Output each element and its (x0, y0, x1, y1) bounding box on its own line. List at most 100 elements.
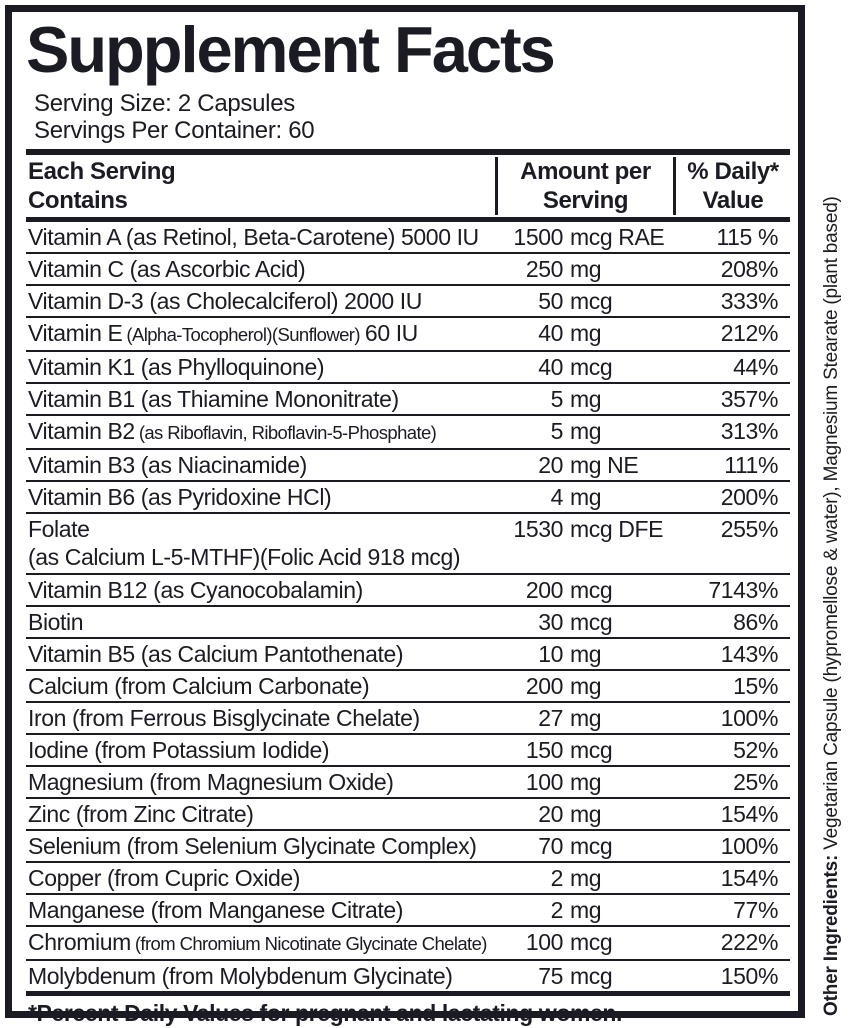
table-row: Manganese (from Manganese Citrate) 2 mg … (26, 893, 790, 925)
ingredient-name-cell: Vitamin D-3 (as Cholecalciferol) 2000 IU (26, 286, 501, 316)
header-col-daily-value: % Daily* Value (673, 157, 790, 215)
ingredient-name-cell: Vitamin B12 (as Cyanocobalamin) (26, 575, 501, 605)
amount-cell: 100 mg (501, 767, 676, 797)
amount-value: 10 (538, 641, 563, 667)
divider-below-header (26, 217, 790, 222)
divider-above-header (26, 149, 790, 155)
label-content: Supplement Facts Serving Size: 2 Capsule… (12, 12, 798, 1028)
ingredient-name-cell: Vitamin E (Alpha-Tocopherol)(Sunflower) 60… (26, 318, 501, 350)
amount-unit: mg (570, 705, 602, 731)
ingredient-name: Vitamin B2 (28, 418, 135, 444)
table-row: Chromium (from Chromium Nicotinate Glycin… (26, 925, 790, 959)
amount-unit: mg (570, 865, 602, 891)
amount-cell: 200 mcg (501, 575, 676, 605)
ingredient-name-cell: Vitamin B3 (as Niacinamide) (26, 450, 501, 480)
amount-unit: mcg DFE (570, 516, 664, 542)
table-row: Vitamin B3 (as Niacinamide) 20 mg NE 111… (26, 448, 790, 480)
ingredient-name-cell: Iodine (from Potassium Iodide) (26, 735, 501, 765)
header-col-amount: Amount per Serving (495, 157, 673, 215)
page-title: Supplement Facts (26, 13, 556, 86)
ingredient-name-cell: Zinc (from Zinc Citrate) (26, 799, 501, 829)
amount-cell: 200 mg (501, 671, 676, 701)
amount-value: 200 (525, 577, 564, 603)
daily-value: 255% (720, 516, 779, 542)
table-row: Vitamin E (Alpha-Tocopherol)(Sunflower) 60… (26, 316, 790, 350)
amount-cell: 5 mg (501, 416, 676, 446)
ingredient-name-line2: (as Calcium L-5-MTHF)(Folic Acid 918 mcg… (28, 544, 461, 570)
table-row: Vitamin B1 (as Thiamine Mononitrate) 5 m… (26, 382, 790, 414)
ingredient-name: Vitamin B5 (as Calcium Pantothenate) (28, 641, 404, 667)
amount-cell: 30 mcg (501, 607, 676, 637)
table-row: Molybdenum (from Molybdenum Glycinate) 7… (26, 959, 790, 991)
amount-unit: mcg (570, 963, 613, 989)
ingredient-note: (Alpha-Tocopherol)(Sunflower) (126, 324, 360, 345)
ingredient-name: Iodine (from Potassium Iodide) (28, 737, 330, 763)
amount-unit: mg (570, 418, 602, 444)
amount-value: 5 (550, 418, 564, 444)
table-row: Magnesium (from Magnesium Oxide) 100 mg … (26, 765, 790, 797)
amount-unit: mcg (570, 288, 613, 314)
daily-value: 100% (720, 833, 779, 859)
divider-above-footnote (26, 991, 790, 996)
amount-value: 20 (538, 801, 563, 827)
amount-cell: 40 mg (501, 318, 676, 348)
ingredient-name-cell: Vitamin A (as Retinol, Beta-Carotene) 50… (26, 222, 501, 252)
table-header: Each Serving Contains Amount per Serving… (26, 157, 790, 215)
ingredient-name: Manganese (from Manganese Citrate) (28, 897, 404, 923)
header-each-serving-line2: Contains (28, 187, 128, 214)
amount-cell: 1500 mcg RAE (501, 222, 676, 252)
amount-unit: mcg (570, 737, 613, 763)
amount-cell: 100 mcg (501, 927, 676, 957)
amount-value: 100 (525, 929, 564, 955)
servings-per-container-line: Servings Per Container: 60 (34, 117, 315, 144)
table-row: Calcium (from Calcium Carbonate) 200 mg … (26, 669, 790, 701)
amount-unit: mg (570, 256, 602, 282)
table-row: Vitamin B12 (as Cyanocobalamin) 200 mcg … (26, 573, 790, 605)
ingredient-name: Copper (from Cupric Oxide) (28, 865, 301, 891)
header-amount-line2: Serving (542, 187, 629, 214)
ingredient-name: Chromium (28, 929, 131, 955)
daily-value: 52% (733, 737, 778, 763)
ingredient-name: Folate (28, 516, 90, 542)
amount-cell: 1530 mcg DFE (501, 514, 676, 544)
amount-unit: mg (570, 386, 602, 412)
amount-cell: 75 mcg (501, 961, 676, 991)
amount-cell: 27 mg (501, 703, 676, 733)
ingredient-name-cell: Vitamin C (as Ascorbic Acid) (26, 254, 501, 284)
amount-cell: 150 mcg (501, 735, 676, 765)
amount-cell: 2 mg (501, 895, 676, 925)
ingredient-name: Vitamin A (as Retinol, Beta-Carotene) 50… (28, 224, 479, 250)
daily-value: 212% (720, 320, 779, 346)
table-row: Vitamin K1 (as Phylloquinone) 40 mcg 44% (26, 350, 790, 382)
serving-size-line: Serving Size: 2 Capsules (34, 90, 295, 117)
amount-unit: mg (570, 673, 602, 699)
amount-value: 50 (538, 288, 563, 314)
ingredient-name-cell: Calcium (from Calcium Carbonate) (26, 671, 501, 701)
ingredient-name-cell: Copper (from Cupric Oxide) (26, 863, 501, 893)
ingredient-name-cell: Vitamin B2 (as Riboflavin, Riboflavin-5-P… (26, 416, 501, 448)
ingredient-name: Zinc (from Zinc Citrate) (28, 801, 254, 827)
table-row: Vitamin A (as Retinol, Beta-Carotene) 50… (26, 222, 790, 252)
table-row: Folate 1530 mcg DFE 255% (as Calcium L-5… (26, 512, 790, 573)
amount-value: 20 (538, 452, 563, 478)
amount-cell: 20 mg NE (501, 450, 676, 480)
amount-value: 1500 (513, 224, 563, 250)
ingredient-name-cell: Iron (from Ferrous Bisglycinate Chelate) (26, 703, 501, 733)
amount-cell: 70 mcg (501, 831, 676, 861)
amount-value: 30 (538, 609, 563, 635)
table-row: Vitamin D-3 (as Cholecalciferol) 2000 IU… (26, 284, 790, 316)
ingredient-name-cell: Vitamin B1 (as Thiamine Mononitrate) (26, 384, 501, 414)
amount-unit: mg (570, 897, 602, 923)
header-each-serving-line1: Each Serving (28, 158, 176, 185)
table-row: Biotin 30 mcg 86% (26, 605, 790, 637)
amount-value: 40 (538, 354, 563, 380)
amount-cell: 20 mg (501, 799, 676, 829)
table-row: Vitamin C (as Ascorbic Acid) 250 mg 208% (26, 252, 790, 284)
amount-value: 100 (525, 769, 564, 795)
ingredient-name: Calcium (from Calcium Carbonate) (28, 673, 370, 699)
daily-value: 208% (720, 256, 779, 282)
ingredient-name-cell: Manganese (from Manganese Citrate) (26, 895, 501, 925)
ingredient-name: Biotin (28, 609, 84, 635)
amount-value: 1530 (513, 516, 563, 542)
amount-unit: mg (570, 769, 602, 795)
